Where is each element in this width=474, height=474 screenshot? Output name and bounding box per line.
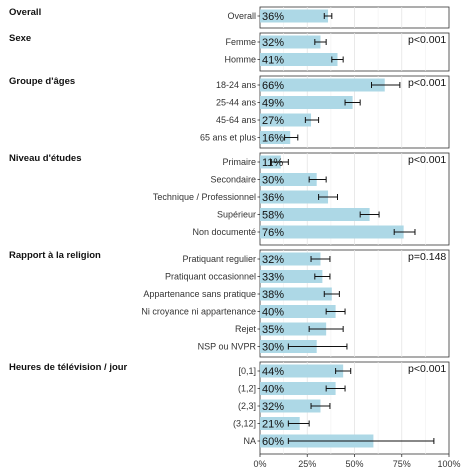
value-label: 32% xyxy=(262,401,284,413)
bar xyxy=(260,131,291,144)
bar xyxy=(260,53,338,66)
category-label: 65 ans et plus xyxy=(200,133,257,143)
bar xyxy=(260,382,336,395)
value-label: 33% xyxy=(262,272,284,284)
p-value: p=0.148 xyxy=(408,251,446,263)
bar xyxy=(260,173,317,186)
category-label: Primaire xyxy=(222,157,256,167)
category-label: (2,3] xyxy=(238,401,256,411)
x-tick-label: 50% xyxy=(345,459,363,469)
bar xyxy=(260,208,370,221)
bar xyxy=(260,270,323,283)
panel-3: Niveau d'études p<0.001 Primaire 11% Seconda… xyxy=(9,152,450,246)
x-tick-label: 25% xyxy=(298,459,316,469)
group-title: Niveau d'études xyxy=(9,153,81,164)
category-label: Ni croyance ni appartenance xyxy=(141,307,256,317)
category-label: Pratiquant occasionnel xyxy=(165,272,256,282)
value-label: 11% xyxy=(262,157,283,169)
bar xyxy=(260,417,300,430)
p-value: p<0.001 xyxy=(408,77,446,89)
bar xyxy=(260,305,336,318)
category-label: Non documenté xyxy=(192,227,256,237)
category-label: 18-24 ans xyxy=(216,80,257,90)
value-label: 66% xyxy=(262,80,284,92)
value-label: 32% xyxy=(262,37,284,49)
category-label: Appartenance sans pratique xyxy=(143,289,256,299)
category-label: (3,12] xyxy=(233,419,256,429)
category-label: 45-64 ans xyxy=(216,115,257,125)
value-label: 30% xyxy=(262,342,284,354)
value-label: 40% xyxy=(262,307,284,319)
bar xyxy=(260,364,344,378)
category-label: (1,2] xyxy=(238,384,256,394)
group-title: Overall xyxy=(9,7,41,18)
value-label: 16% xyxy=(262,133,284,145)
bar xyxy=(260,225,404,239)
bar xyxy=(260,113,312,127)
group-title: Sexe xyxy=(9,33,31,44)
value-label: 32% xyxy=(262,254,284,266)
bar xyxy=(260,399,321,413)
value-label: 76% xyxy=(262,227,284,239)
category-label: Rejet xyxy=(235,324,257,334)
category-label: Secondaire xyxy=(210,175,256,185)
group-title: Groupe d'âges xyxy=(9,76,75,87)
panel-0: Overall Overall 36% xyxy=(9,6,450,29)
x-tick-label: 0% xyxy=(253,459,266,469)
panel-4: Rapport à la religion p=0.148 Pratiquant r… xyxy=(9,249,450,358)
bar xyxy=(260,322,327,336)
bar xyxy=(260,9,329,23)
group-title: Rapport à la religion xyxy=(9,250,101,261)
bar xyxy=(260,155,281,169)
bar xyxy=(260,190,329,204)
value-label: 58% xyxy=(262,210,284,222)
category-label: NA xyxy=(243,436,256,446)
bar xyxy=(260,96,353,109)
category-label: [0,1] xyxy=(238,366,256,376)
value-label: 49% xyxy=(262,98,284,110)
p-value: p<0.001 xyxy=(408,363,446,375)
panel-1: Sexe p<0.001 Femme 32% Homme 41% xyxy=(9,32,450,72)
group-title: Heures de télévision / jour xyxy=(9,362,128,373)
value-label: 36% xyxy=(262,192,284,204)
value-label: 36% xyxy=(262,11,284,23)
bar xyxy=(260,35,321,49)
value-label: 44% xyxy=(262,366,284,378)
value-label: 21% xyxy=(262,419,284,431)
x-tick-label: 75% xyxy=(393,459,411,469)
value-label: 41% xyxy=(262,55,284,67)
bar xyxy=(260,252,321,266)
value-label: 35% xyxy=(262,324,284,336)
value-label: 27% xyxy=(262,115,284,127)
category-label: Homme xyxy=(224,55,256,65)
value-label: 40% xyxy=(262,384,284,396)
bar xyxy=(260,287,332,301)
x-tick-label: 100% xyxy=(437,459,460,469)
category-label: Pratiquant regulier xyxy=(182,254,256,264)
category-label: Supérieur xyxy=(217,210,256,220)
value-label: 38% xyxy=(262,289,284,301)
panel-5: Heures de télévision / jour p<0.001 [0,1] 4… xyxy=(9,361,450,455)
category-label: 25-44 ans xyxy=(216,98,257,108)
value-label: 60% xyxy=(262,436,284,448)
value-label: 30% xyxy=(262,175,284,187)
category-label: Femme xyxy=(225,37,256,47)
category-label: NSP ou NVPR xyxy=(198,342,257,352)
p-value: p<0.001 xyxy=(408,34,446,46)
p-value: p<0.001 xyxy=(408,154,446,166)
panel-2: Groupe d'âges p<0.001 18-24 ans 66% 25-44 an… xyxy=(9,75,450,149)
category-label: Technique / Professionnel xyxy=(153,192,256,202)
category-label: Overall xyxy=(227,11,256,21)
bar xyxy=(260,78,385,92)
